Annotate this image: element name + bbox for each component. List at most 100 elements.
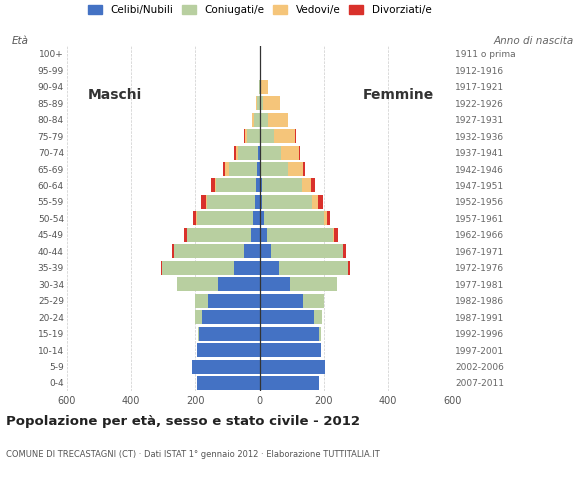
Bar <box>260 80 261 94</box>
Bar <box>223 162 226 176</box>
Bar <box>295 129 296 143</box>
Bar <box>260 277 290 291</box>
Bar <box>267 113 288 127</box>
Bar <box>260 96 263 110</box>
Bar <box>256 96 257 110</box>
Bar <box>343 244 346 258</box>
Bar <box>303 162 305 176</box>
Bar <box>187 228 251 242</box>
Bar <box>198 326 199 341</box>
Text: COMUNE DI TRECASTAGNI (CT) · Dati ISTAT 1° gennaio 2012 · Elaborazione TUTTITALI: COMUNE DI TRECASTAGNI (CT) · Dati ISTAT … <box>6 450 379 459</box>
Bar <box>218 277 260 291</box>
Bar <box>245 129 247 143</box>
Bar <box>206 195 207 209</box>
Bar <box>196 211 197 226</box>
Bar <box>252 113 254 127</box>
Bar <box>226 162 229 176</box>
Bar <box>174 244 244 258</box>
Bar <box>264 211 324 226</box>
Bar <box>253 211 260 226</box>
Bar <box>263 96 280 110</box>
Bar <box>211 179 215 192</box>
Bar <box>215 179 216 192</box>
Bar <box>195 310 202 324</box>
Bar <box>195 294 208 308</box>
Bar <box>319 326 321 341</box>
Bar <box>260 162 261 176</box>
Bar <box>201 195 206 209</box>
Bar <box>172 244 174 258</box>
Bar <box>260 145 281 159</box>
Bar <box>267 228 332 242</box>
Bar <box>260 310 314 324</box>
Text: Femmine: Femmine <box>362 88 434 102</box>
Text: Popolazione per età, sesso e stato civile - 2012: Popolazione per età, sesso e stato civil… <box>6 415 360 428</box>
Text: Anno di nascita: Anno di nascita <box>494 36 574 46</box>
Bar <box>260 294 303 308</box>
Bar <box>234 145 235 159</box>
Bar <box>299 145 300 159</box>
Bar <box>334 228 338 242</box>
Bar <box>288 162 303 176</box>
Bar <box>260 211 264 226</box>
Bar <box>260 360 325 373</box>
Bar <box>257 162 260 176</box>
Bar <box>348 261 350 275</box>
Bar <box>259 80 260 94</box>
Bar <box>262 179 302 192</box>
Bar <box>260 261 279 275</box>
Bar <box>255 195 260 209</box>
Bar <box>197 343 260 357</box>
Text: Età: Età <box>12 36 28 46</box>
Bar <box>234 261 260 275</box>
Bar <box>332 228 334 242</box>
Bar <box>303 294 324 308</box>
Bar <box>260 179 262 192</box>
Bar <box>271 244 343 258</box>
Bar <box>302 179 311 192</box>
Bar <box>177 277 218 291</box>
Bar <box>254 113 260 127</box>
Bar <box>337 277 338 291</box>
Bar <box>260 326 319 341</box>
Text: Maschi: Maschi <box>88 88 142 102</box>
Bar <box>216 179 256 192</box>
Bar <box>247 129 260 143</box>
Bar <box>260 195 262 209</box>
Bar <box>260 343 321 357</box>
Bar <box>193 211 196 226</box>
Bar <box>197 376 260 390</box>
Bar <box>261 162 288 176</box>
Legend: Celibi/Nubili, Coniugati/e, Vedovi/e, Divorziati/e: Celibi/Nubili, Coniugati/e, Vedovi/e, Di… <box>84 0 436 19</box>
Bar <box>274 129 295 143</box>
Bar <box>262 195 312 209</box>
Bar <box>311 179 316 192</box>
Bar <box>207 195 255 209</box>
Bar <box>184 228 187 242</box>
Bar <box>199 326 260 341</box>
Bar <box>318 195 322 209</box>
Bar <box>261 80 268 94</box>
Bar <box>260 63 262 77</box>
Bar <box>244 244 260 258</box>
Bar <box>202 310 260 324</box>
Bar <box>260 244 271 258</box>
Bar <box>162 261 234 275</box>
Bar <box>258 145 260 159</box>
Bar <box>161 261 162 275</box>
Bar <box>208 294 260 308</box>
Bar <box>314 310 322 324</box>
Bar <box>256 179 260 192</box>
Bar <box>260 113 267 127</box>
Bar <box>238 145 258 159</box>
Bar <box>260 129 274 143</box>
Bar <box>324 211 327 226</box>
Bar <box>260 228 267 242</box>
Bar <box>260 376 319 390</box>
Bar <box>290 277 336 291</box>
Bar <box>312 195 318 209</box>
Bar <box>327 211 330 226</box>
Bar <box>192 360 260 373</box>
Bar <box>251 228 260 242</box>
Bar <box>281 145 299 159</box>
